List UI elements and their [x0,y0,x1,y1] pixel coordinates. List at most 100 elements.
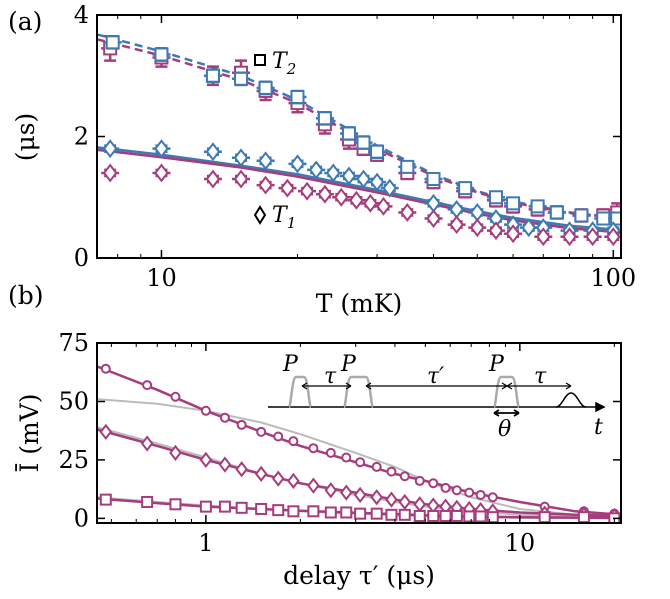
b-point-2-3 [199,500,212,513]
a-point-3-12 [400,202,415,222]
a-point-3-1 [154,163,169,183]
b-point-0-18 [440,482,451,493]
t2-legend-label: T2 [272,49,296,78]
b-point-2-7 [272,504,285,517]
a-point-3-8 [334,187,349,207]
b-point-2-23 [538,511,551,523]
a-point-2-13 [449,199,464,219]
a-point-2-6 [308,160,324,180]
panel-b-ylabel: Ī (mV) [15,393,44,472]
b-point-1-3 [199,451,213,469]
b-point-0-20 [464,487,475,498]
b-point-2-10 [324,506,337,519]
b-point-1-14 [385,491,398,508]
b-point-1-12 [353,486,367,504]
b-point-0-5 [236,419,247,430]
b-ytick-label-2: 50 [58,387,89,415]
b-point-1-4 [218,456,232,473]
a-point-1-7 [341,126,356,141]
a-point-2-1 [154,139,169,159]
panel-a-label: (a) [8,7,42,36]
a-point-2-14 [470,202,485,222]
theta-arrow [493,409,520,417]
a-point-1-10 [400,159,415,174]
b-point-0-7 [273,431,284,442]
b-point-2-9 [307,505,320,518]
a-point-1-15 [530,199,545,214]
b-fit-line-3 [97,398,621,519]
b-point-2-2 [169,498,182,511]
b-point-2-14 [385,508,398,521]
b-point-2-5 [235,501,248,514]
b-point-2-17 [427,509,440,522]
a-point-1-5 [290,90,305,105]
a-point-3-19 [562,227,577,247]
inset-label-tau1: τ [324,364,337,389]
b-point-1-8 [287,472,300,490]
b-point-1-7 [271,470,285,487]
a-point-2-9 [356,169,371,189]
inset-label-p1: P [282,352,299,377]
inset-echo [555,392,587,408]
a-point-3-6 [299,181,315,201]
a-point-2-10 [369,172,385,192]
a-ytick-label-0: 0 [74,244,89,272]
a-point-1-2 [205,68,220,83]
b-point-2-13 [370,507,383,520]
inset-label-tau-prime: τ′ [427,364,444,389]
b-ytick-label-3: 75 [58,329,89,357]
a-fit-line-0 [97,33,621,220]
b-point-0-14 [386,466,397,477]
b-point-2-21 [474,510,487,523]
a-point-1-16 [549,205,564,220]
b-point-1-11 [340,484,353,501]
inset-label-tau2: τ [534,364,547,389]
a-point-2-12 [426,193,441,213]
a-point-3-11 [376,196,391,216]
a-point-1-19 [610,211,621,226]
a-point-2-0 [102,139,118,159]
a-xtick-label-1: 100 [590,264,636,292]
panel-b-label: (b) [8,281,44,310]
b-point-0-1 [142,380,153,391]
a-point-1-9 [370,144,385,159]
panel-b: (b) 1 10 0 25 50 75 delay τ′ (μs) Ī (mV) P τ [8,281,622,590]
b-point-0-0 [100,363,111,374]
a-point-1-0 [105,35,120,50]
b-point-1-10 [324,482,338,499]
a-point-1-4 [258,80,273,95]
a-point-3-2 [205,169,221,189]
inset-label-t: t [594,415,603,440]
b-point-1-1 [140,435,154,452]
panel-b-xlabel: delay τ′ (μs) [283,561,435,590]
inset-time-arrowhead [595,401,606,413]
a-point-2-2 [205,142,221,162]
a-point-3-9 [349,190,364,210]
a-point-2-8 [341,166,357,186]
panel-a: (a) 10 100 0 2 4 T (mK) (μs) T2 T1 [8,1,636,318]
panel-a-markers [101,35,621,247]
panel-a-xlabel: T (mK) [316,289,403,318]
a-point-3-20 [585,227,600,247]
inset-label-p2: P [340,352,357,377]
b-point-2-16 [413,509,426,522]
pulse-sequence-inset: P τ P τ′ P τ θ t [268,352,606,442]
a-point-3-21 [606,227,621,247]
a-point-1-17 [574,208,589,223]
b-point-0-21 [475,489,486,500]
a-point-3-0 [102,163,118,183]
b-point-0-4 [219,412,230,423]
b-point-0-13 [371,461,382,472]
b-point-0-10 [325,447,336,458]
b-point-0-11 [341,452,352,463]
b-point-1-5 [235,461,248,478]
t1-legend-diamond-icon [253,205,267,225]
a-fit-line-1 [97,38,621,220]
inset-pulse-2 [342,375,375,409]
b-point-0-17 [428,478,439,489]
a-point-1-8 [356,135,371,150]
a-point-3-5 [280,178,295,198]
a-point-2-3 [233,148,249,168]
a-point-2-17 [521,218,537,238]
